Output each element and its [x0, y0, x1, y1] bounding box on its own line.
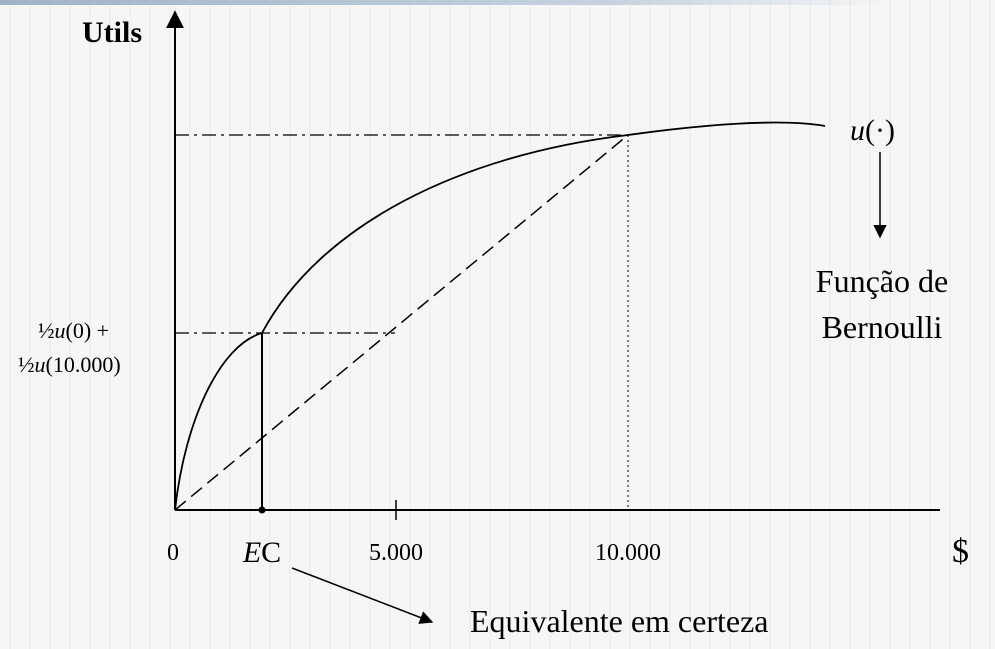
expected-utility-label-line2: ½u(10.000) [18, 352, 121, 377]
function-label-line2: Bernoulli [822, 309, 943, 345]
certainty-equivalent-point [258, 506, 266, 514]
certainty-equivalent-label: Equivalente em certeza [470, 603, 768, 639]
tick-label-0: 0 [167, 540, 179, 566]
tick-label-5000: 5.000 [369, 540, 423, 566]
top-accent-bar [0, 0, 890, 5]
y-axis-label: Utils [82, 16, 142, 49]
lottery-chord-dashed [174, 134, 629, 511]
tick-label-10000: 10.000 [595, 540, 661, 566]
tick-label-ec: EC [242, 536, 281, 569]
expected-utility-label-line1: ½u(0) + [38, 318, 109, 343]
function-label-line1: Função de [816, 263, 948, 299]
certainty-equivalent-arrow [291, 567, 434, 624]
bernoulli-utility-curve [174, 121, 826, 511]
x-axis-label: $ [952, 533, 969, 570]
curve-label: u(·) [850, 114, 895, 147]
